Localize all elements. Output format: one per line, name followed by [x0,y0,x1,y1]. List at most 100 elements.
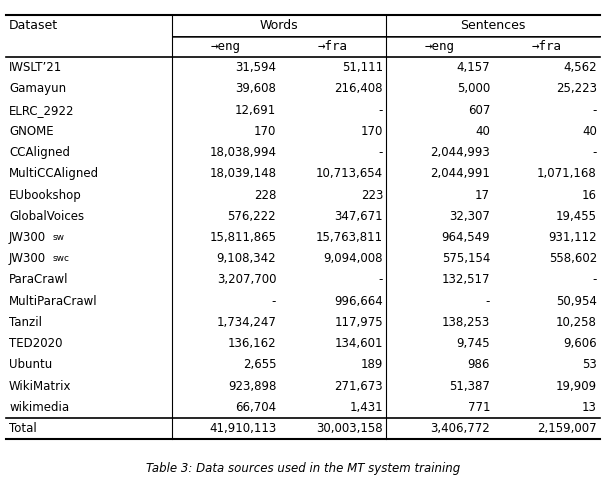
Text: →fra: →fra [318,40,348,53]
Text: 5,000: 5,000 [457,82,490,96]
Text: 2,044,991: 2,044,991 [430,167,490,181]
Text: 30,003,158: 30,003,158 [316,422,383,435]
Text: 1,071,168: 1,071,168 [537,167,597,181]
Text: 228: 228 [254,188,276,202]
Text: CCAligned: CCAligned [9,146,70,159]
Text: -: - [593,146,597,159]
Text: →eng: →eng [425,40,454,53]
Text: 10,258: 10,258 [556,316,597,329]
Text: 18,039,148: 18,039,148 [209,167,276,181]
Text: GlobalVoices: GlobalVoices [9,210,84,223]
Text: swc: swc [53,254,70,263]
Text: 771: 771 [467,401,490,414]
Text: 117,975: 117,975 [335,316,383,329]
Text: 10,713,654: 10,713,654 [316,167,383,181]
Text: →fra: →fra [531,40,562,53]
Text: Gamayun: Gamayun [9,82,66,96]
Text: MultiCCAligned: MultiCCAligned [9,167,99,181]
Text: 2,044,993: 2,044,993 [430,146,490,159]
Text: 271,673: 271,673 [335,380,383,393]
Text: Tanzil: Tanzil [9,316,42,329]
Text: ELRC_2922: ELRC_2922 [9,103,75,117]
Text: 19,909: 19,909 [556,380,597,393]
Text: GNOME: GNOME [9,125,54,138]
Text: 964,549: 964,549 [441,231,490,244]
Text: 13: 13 [582,401,597,414]
Text: 9,606: 9,606 [564,337,597,350]
Text: 32,307: 32,307 [449,210,490,223]
Text: JW300: JW300 [9,252,50,265]
Text: Dataset: Dataset [9,19,58,32]
Text: 170: 170 [254,125,276,138]
Text: 3,207,700: 3,207,700 [217,273,276,286]
Text: 170: 170 [361,125,383,138]
Text: 40: 40 [475,125,490,138]
Text: 15,811,865: 15,811,865 [209,231,276,244]
Text: -: - [593,103,597,117]
Text: 40: 40 [582,125,597,138]
Text: Sentences: Sentences [461,19,526,32]
Text: 1,734,247: 1,734,247 [216,316,276,329]
Text: →eng: →eng [211,40,241,53]
Text: 3,406,772: 3,406,772 [430,422,490,435]
Text: 41,910,113: 41,910,113 [209,422,276,435]
Text: 216,408: 216,408 [335,82,383,96]
Text: 931,112: 931,112 [548,231,597,244]
Text: 9,745: 9,745 [456,337,490,350]
Text: 50,954: 50,954 [556,295,597,308]
Text: 9,094,008: 9,094,008 [324,252,383,265]
Text: Total: Total [9,422,37,435]
Text: Ubuntu: Ubuntu [9,358,52,371]
Text: 189: 189 [361,358,383,371]
Text: MultiParaCrawl: MultiParaCrawl [9,295,98,308]
Text: 923,898: 923,898 [228,380,276,393]
Text: -: - [379,103,383,117]
Text: 1,431: 1,431 [350,401,383,414]
Text: 138,253: 138,253 [442,316,490,329]
Text: 19,455: 19,455 [556,210,597,223]
Text: WikiMatrix: WikiMatrix [9,380,72,393]
Text: 558,602: 558,602 [548,252,597,265]
Text: 53: 53 [582,358,597,371]
Text: 2,655: 2,655 [243,358,276,371]
Text: 134,601: 134,601 [335,337,383,350]
Text: -: - [485,295,490,308]
Text: 986: 986 [468,358,490,371]
Text: 16: 16 [582,188,597,202]
Text: -: - [593,273,597,286]
Text: -: - [379,273,383,286]
Text: 31,594: 31,594 [235,61,276,74]
Text: 223: 223 [361,188,383,202]
Text: JW300: JW300 [9,231,50,244]
Text: 18,038,994: 18,038,994 [209,146,276,159]
Text: 15,763,811: 15,763,811 [316,231,383,244]
Text: 12,691: 12,691 [235,103,276,117]
Text: -: - [379,146,383,159]
Text: 25,223: 25,223 [556,82,597,96]
Text: 66,704: 66,704 [235,401,276,414]
Text: 39,608: 39,608 [235,82,276,96]
Text: 347,671: 347,671 [335,210,383,223]
Text: -: - [272,295,276,308]
Text: 9,108,342: 9,108,342 [216,252,276,265]
Text: 132,517: 132,517 [442,273,490,286]
Text: ParaCrawl: ParaCrawl [9,273,68,286]
Text: 51,111: 51,111 [342,61,383,74]
Text: 576,222: 576,222 [228,210,276,223]
Text: Words: Words [260,19,299,32]
Text: 2,159,007: 2,159,007 [538,422,597,435]
Text: 4,157: 4,157 [456,61,490,74]
Text: IWSLT’21: IWSLT’21 [9,61,62,74]
Text: 607: 607 [468,103,490,117]
Text: Table 3: Data sources used in the MT system training: Table 3: Data sources used in the MT sys… [146,462,460,475]
Text: sw: sw [53,233,65,242]
Text: EUbookshop: EUbookshop [9,188,82,202]
Text: 996,664: 996,664 [335,295,383,308]
Text: 51,387: 51,387 [449,380,490,393]
Text: 575,154: 575,154 [442,252,490,265]
Text: 4,562: 4,562 [564,61,597,74]
Text: TED2020: TED2020 [9,337,62,350]
Text: 17: 17 [475,188,490,202]
Text: wikimedia: wikimedia [9,401,69,414]
Text: 136,162: 136,162 [228,337,276,350]
